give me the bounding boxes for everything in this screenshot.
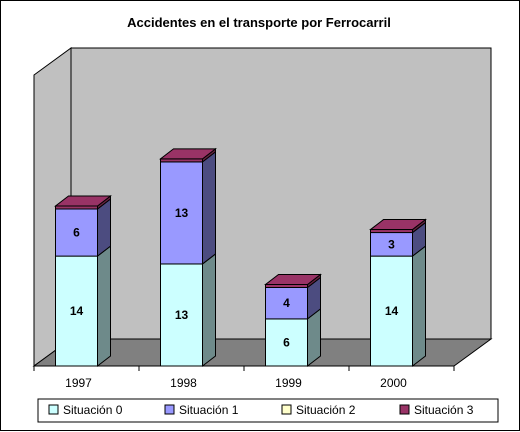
bar-segment: [370, 255, 413, 367]
legend-swatch: [164, 404, 175, 415]
legend-label: Situación 2: [296, 403, 356, 417]
data-label: 6: [283, 335, 290, 349]
data-label: 13: [175, 308, 189, 322]
data-label: 4: [283, 296, 290, 310]
bar-segment: [160, 263, 203, 367]
bar-group-1999: 64: [264, 273, 322, 368]
x-tick-label: 2000: [380, 376, 407, 390]
legend-label: Situación 0: [63, 403, 123, 417]
bar-segment: [160, 161, 203, 265]
bar-group-1997: 14 6: [54, 194, 112, 368]
bar-top: [159, 148, 217, 160]
bar-group-1998: 13 13: [159, 147, 217, 368]
legend-label: Situación 1: [179, 403, 239, 417]
legend-swatch: [48, 404, 59, 415]
legend-swatch: [399, 404, 410, 415]
data-label: 6: [73, 226, 80, 240]
bar-group-2000: 14 3: [369, 218, 427, 368]
x-tick-label: 1997: [65, 376, 92, 390]
legend: Situación 0 Situación 1 Situación 2 Situaci…: [37, 398, 499, 423]
bar-top: [54, 195, 112, 207]
legend-swatch: [281, 404, 292, 415]
legend-label: Situación 3: [414, 403, 474, 417]
data-label: 3: [388, 237, 395, 251]
x-tick-label: 1999: [275, 376, 302, 390]
chart-title: Accidentes en el transporte por Ferrocar…: [127, 15, 391, 30]
bar-top: [264, 274, 322, 285]
data-label: 14: [385, 304, 399, 318]
bar-segment-side: [412, 245, 426, 368]
data-label: 13: [175, 206, 189, 220]
bar-segment-side: [202, 150, 216, 265]
legend-box: [37, 398, 499, 423]
bar-segment-side: [97, 245, 111, 368]
bar-segment-side: [202, 252, 216, 368]
bar-top: [369, 219, 427, 231]
data-label: 14: [70, 304, 84, 318]
x-tick-label: 1998: [170, 376, 197, 390]
